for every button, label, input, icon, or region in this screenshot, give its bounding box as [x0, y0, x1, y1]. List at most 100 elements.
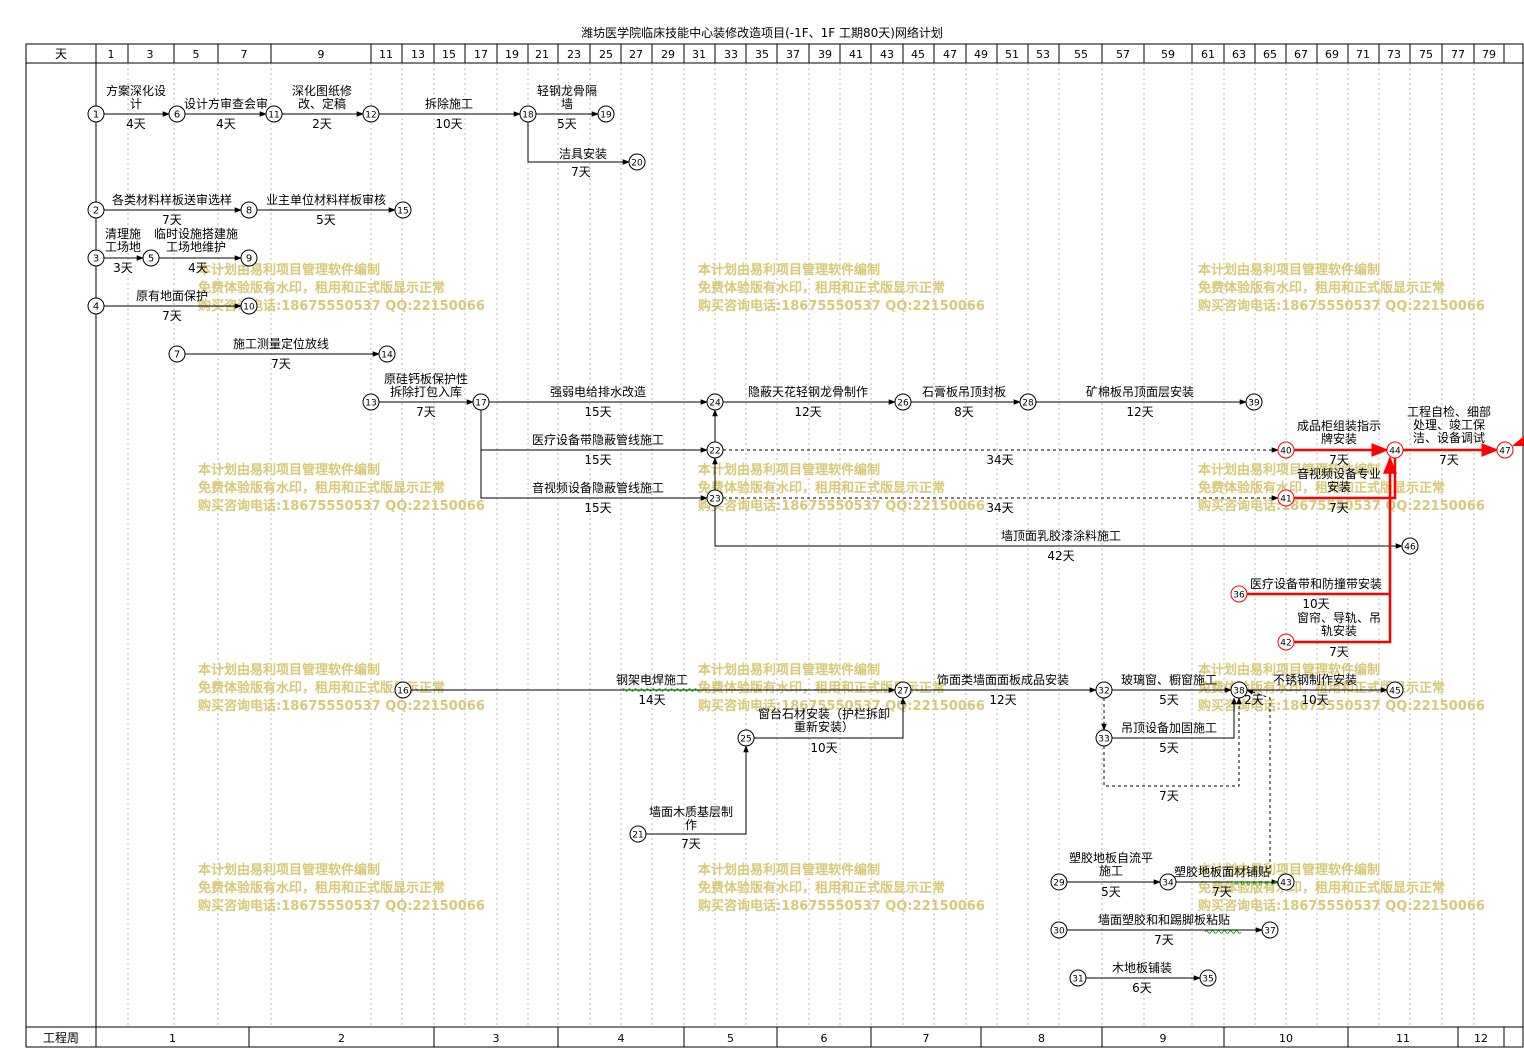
- event-node: 30: [1050, 921, 1068, 939]
- day-tick-label: 1: [108, 48, 115, 61]
- node-number: 44: [1389, 447, 1401, 457]
- event-node: 5: [142, 249, 160, 267]
- activity-name: 石膏板吊顶封板: [922, 384, 1006, 399]
- node-number: 6: [174, 110, 180, 121]
- activity-name: 不锈钢制作安装: [1273, 672, 1357, 687]
- event-node: 37: [1261, 921, 1279, 939]
- activity-duration: 34天: [986, 453, 1013, 467]
- event-node: 4: [87, 297, 105, 315]
- event-node: 47: [1496, 441, 1514, 459]
- activity-duration: 6天: [1132, 981, 1152, 995]
- activity-duration: 5天: [1159, 741, 1179, 755]
- activity-name: 深化图纸修: [292, 83, 352, 98]
- node-number: 2: [93, 206, 99, 217]
- day-tick-label: 51: [1005, 48, 1019, 61]
- activity-duration: 2天: [312, 117, 332, 131]
- event-node: 40: [1277, 441, 1295, 459]
- node-number: 43: [1280, 879, 1291, 889]
- event-node: 12: [362, 105, 380, 123]
- week-label: 1: [169, 1032, 176, 1045]
- event-node: 15: [394, 201, 412, 219]
- event-node: 34: [1159, 873, 1177, 891]
- activity-duration: 7天: [1329, 501, 1349, 515]
- node-number: 38: [1233, 687, 1245, 697]
- activity-arrow: [754, 697, 906, 739]
- activity-name: 清理施: [105, 227, 141, 241]
- activity-duration: 7天: [416, 405, 436, 419]
- watermark-text: 购买咨询电话:18675550537 QQ:22150066: [698, 898, 985, 914]
- node-number: 46: [1404, 543, 1416, 553]
- node-number: 1: [93, 110, 99, 121]
- activity-duration: 5天: [1101, 885, 1121, 899]
- activity-name: 处理、竣工保: [1413, 417, 1485, 432]
- event-node: 9: [240, 249, 258, 267]
- activity-arrow: [1294, 594, 1392, 644]
- event-node: 20: [628, 153, 646, 171]
- node-number: 45: [1389, 687, 1400, 697]
- event-node: 43: [1277, 873, 1295, 891]
- event-node: 13: [362, 393, 380, 411]
- day-gridlines: [127, 63, 1475, 1027]
- day-tick-label: 75: [1419, 48, 1433, 61]
- activity-arrow: [1103, 697, 1242, 787]
- activity-duration: 7天: [1329, 453, 1349, 467]
- watermark-text: 购买咨询电话:18675550537 QQ:22150066: [198, 498, 485, 514]
- free-float-wave: [621, 688, 701, 692]
- event-node: 32: [1095, 681, 1113, 699]
- watermark-text: 本计划由易利项目管理软件编制: [198, 662, 380, 678]
- week-label: 8: [1038, 1032, 1045, 1045]
- day-tick-label: 35: [755, 48, 769, 61]
- activity-name: 塑胶地板面材铺贴: [1174, 864, 1270, 879]
- activity-arrow: [527, 122, 630, 165]
- event-node: 22: [706, 441, 724, 459]
- activity-name: 医疗设备带和防撞带安装: [1250, 576, 1382, 591]
- event-node: 31: [1069, 969, 1087, 987]
- activity-arrow: [646, 745, 749, 835]
- watermark-text: 购买咨询电话:18675550537 QQ:22150066: [698, 698, 985, 714]
- activity-name: 计: [130, 97, 142, 111]
- node-number: 41: [1280, 495, 1291, 505]
- activity-name: 方案深化设: [106, 83, 166, 98]
- week-label: 5: [727, 1032, 734, 1045]
- day-tick-label: 39: [818, 48, 832, 61]
- watermark-text: 免费体验版有水印，租用和正式版显示正常: [1198, 280, 1445, 296]
- activity-name: 临时设施搭建施: [154, 227, 238, 241]
- node-number: 21: [632, 831, 643, 841]
- week-label: 4: [618, 1032, 625, 1045]
- watermark-text: 本计划由易利项目管理软件编制: [198, 462, 380, 478]
- activity-duration: 5天: [1159, 693, 1179, 707]
- day-tick-label: 47: [943, 48, 957, 61]
- activity-name: 音视频设备专业: [1297, 466, 1381, 481]
- event-node: 7: [168, 345, 186, 363]
- activity-name: 钢架电焊施工: [616, 672, 688, 687]
- day-tick-label: 31: [692, 48, 706, 61]
- node-number: 11: [268, 111, 279, 121]
- day-scale: 1 3 5 7 9 11 13 15 17 19 21 23 25 27 29 31 33 35 37 39 41 43 4…: [95, 44, 1505, 63]
- activity-duration: 7天: [1159, 789, 1179, 803]
- day-tick-label: 11: [379, 48, 393, 61]
- day-tick-label: 49: [974, 48, 988, 61]
- event-node: 38: [1230, 681, 1248, 699]
- node-number: 47: [1499, 447, 1510, 457]
- activity-arrow: [480, 450, 708, 501]
- activity-duration: 2天: [1244, 693, 1264, 707]
- event-node: 3: [87, 249, 105, 267]
- event-node: 19: [597, 105, 615, 123]
- event-node: 28: [1019, 393, 1037, 411]
- event-node: 46: [1401, 537, 1419, 555]
- watermark-text: 购买咨询电话:18675550537 QQ:22150066: [1198, 298, 1485, 314]
- watermark-text: 本计划由易利项目管理软件编制: [698, 862, 880, 878]
- day-tick-label: 41: [849, 48, 863, 61]
- activity-duration: 3天: [113, 261, 133, 275]
- event-node: 8: [240, 201, 258, 219]
- week-label: 11: [1396, 1032, 1410, 1045]
- node-number: 36: [1233, 591, 1245, 601]
- activity-name: 原有地面保护: [136, 289, 208, 303]
- activity-duration: 5天: [316, 213, 336, 227]
- event-node: 6: [168, 105, 186, 123]
- activity-duration: 7天: [1439, 453, 1459, 467]
- node-number: 18: [522, 111, 534, 121]
- watermark-text: 购买咨询电话:18675550537 QQ:22150066: [1198, 498, 1485, 514]
- watermark-text: 购买咨询电话:18675550537 QQ:22150066: [1198, 898, 1485, 914]
